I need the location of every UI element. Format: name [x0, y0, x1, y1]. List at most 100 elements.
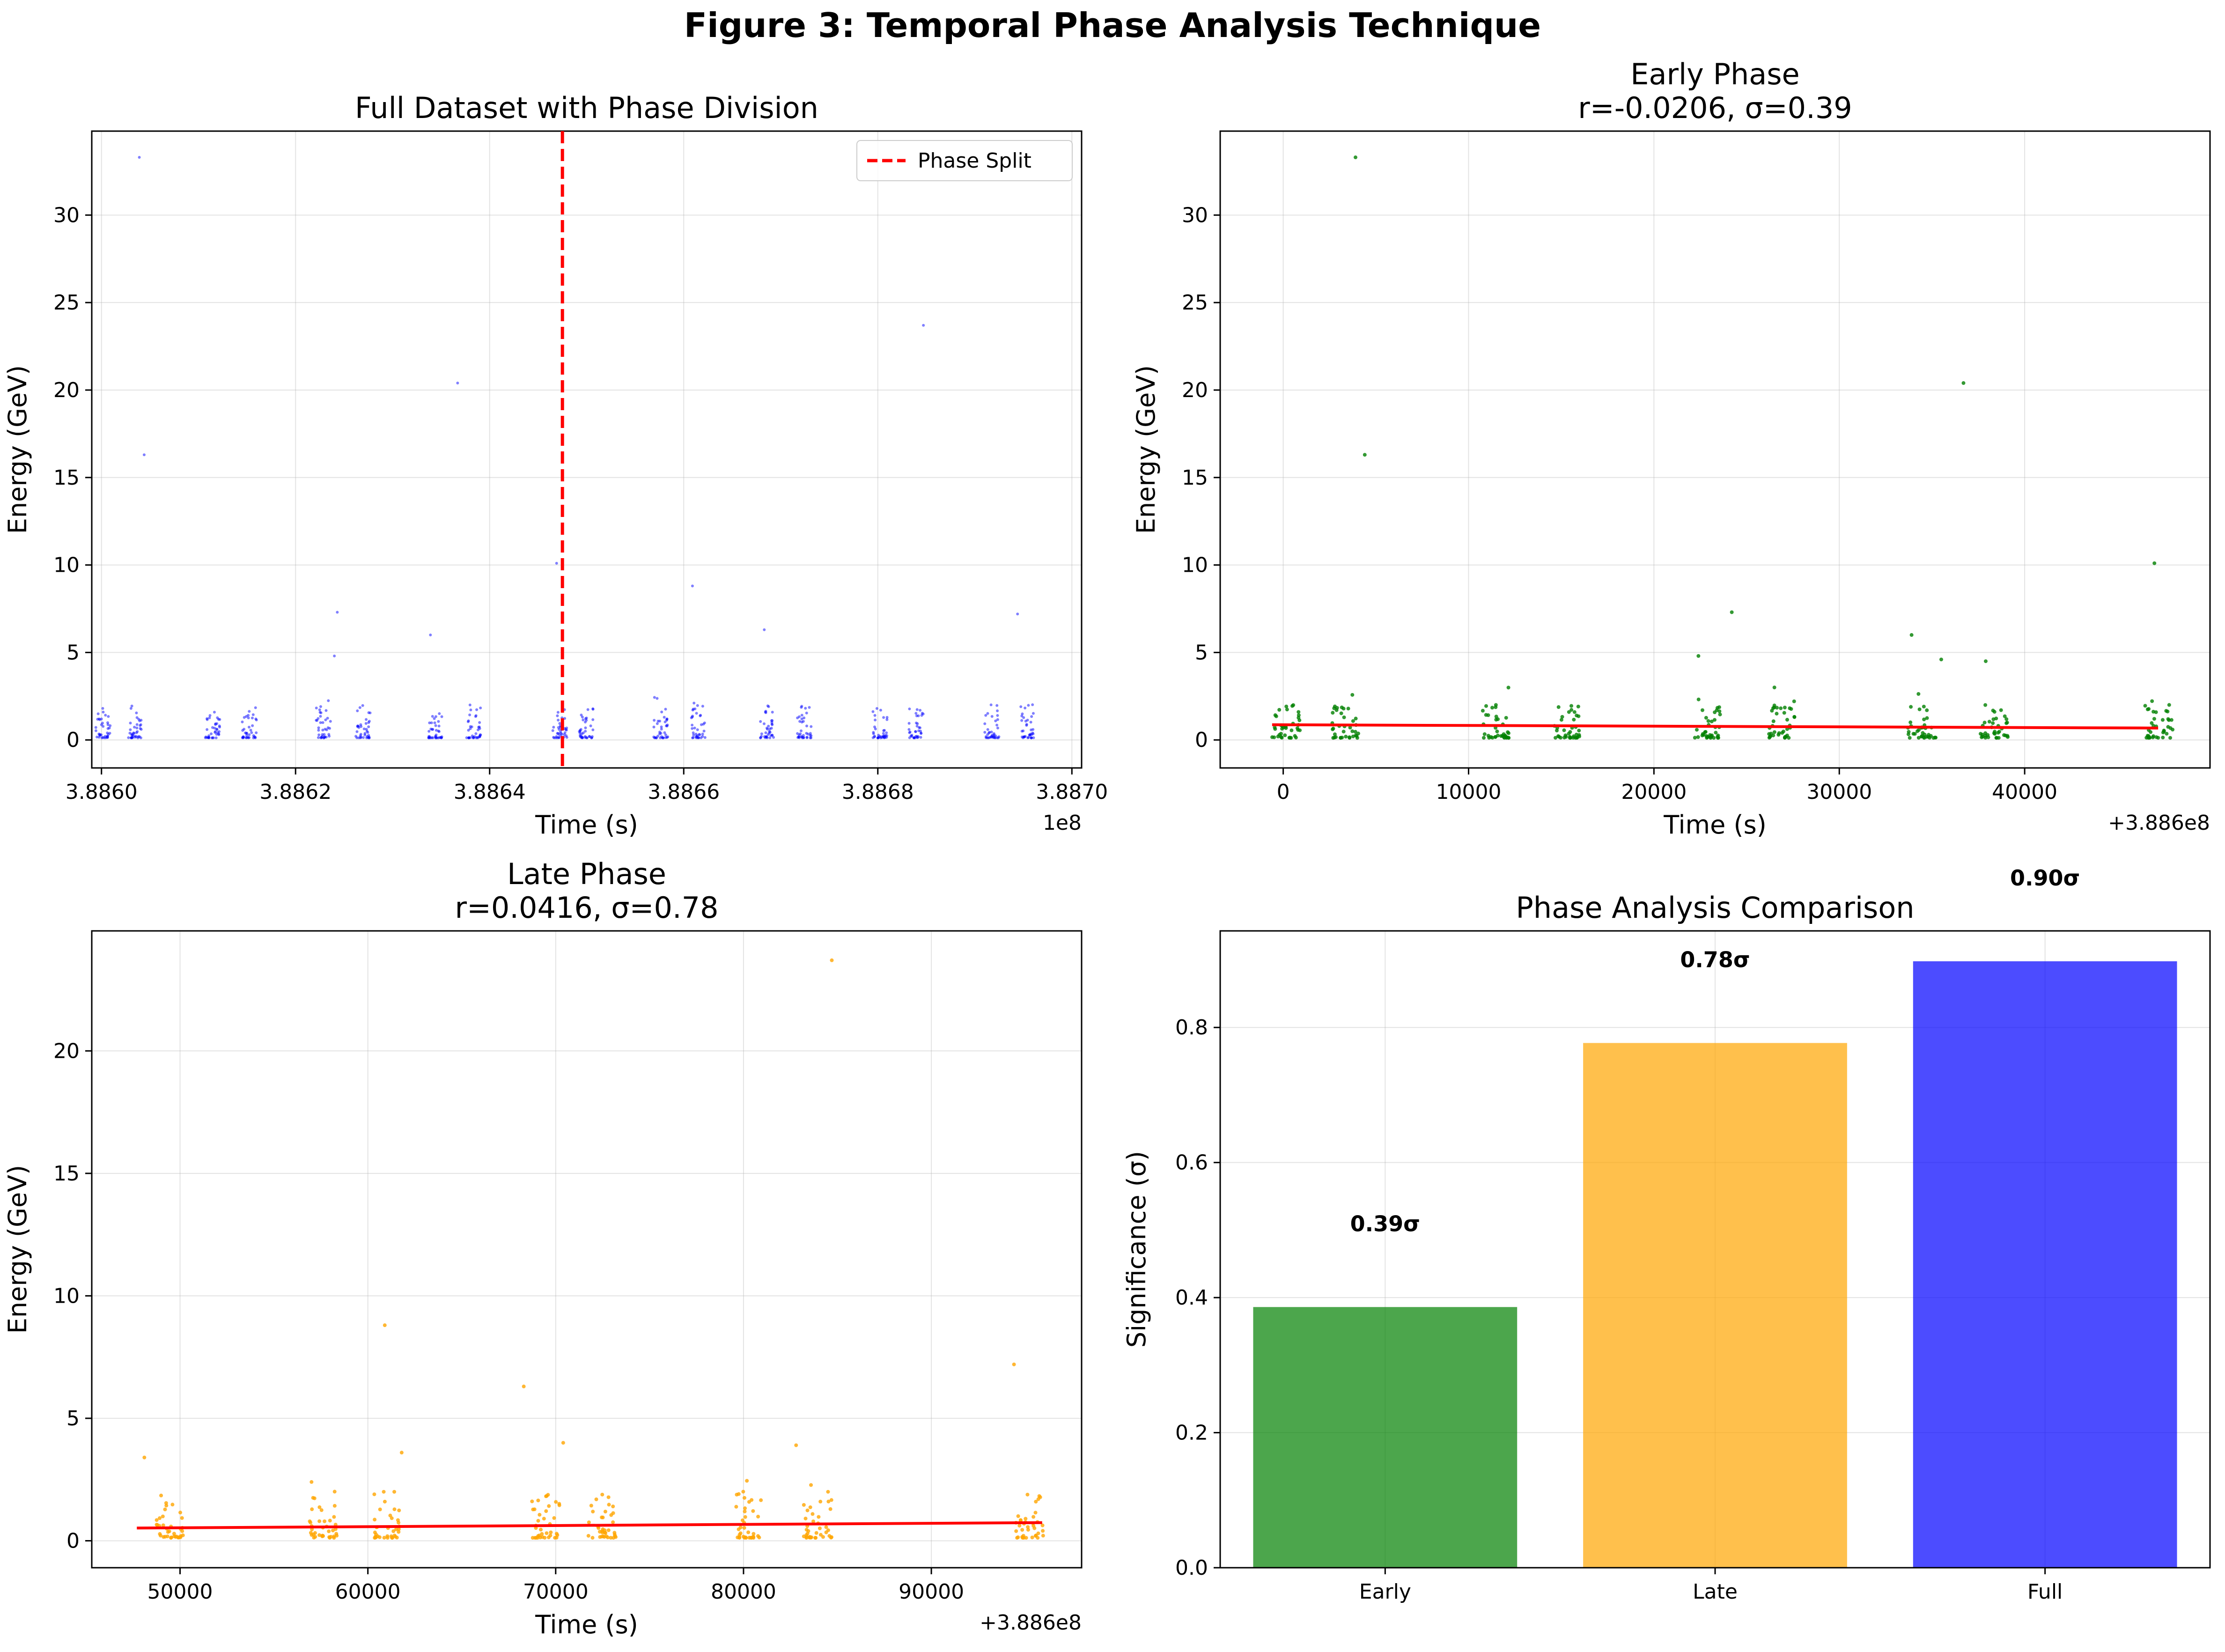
data-point [696, 704, 699, 707]
data-point [1696, 697, 1701, 701]
data-point [768, 730, 771, 733]
data-point [96, 712, 100, 715]
data-point [247, 716, 250, 720]
data-point [558, 722, 561, 725]
outlier-point [1939, 657, 1943, 662]
data-point [1921, 731, 1925, 735]
data-point [2165, 731, 2169, 736]
data-point [1022, 716, 1025, 719]
data-point [208, 714, 212, 717]
data-point [1560, 715, 1564, 719]
data-point [178, 1511, 183, 1515]
data-point [1037, 1494, 1041, 1498]
data-point [1978, 732, 1982, 736]
data-point [1575, 714, 1579, 718]
data-point [601, 1515, 605, 1519]
data-point [1783, 735, 1787, 739]
data-point [565, 734, 568, 738]
data-point [810, 725, 813, 728]
x-offset-label: +3.886e8 [980, 1611, 1082, 1635]
data-point [1036, 1497, 1040, 1501]
data-point [106, 723, 110, 726]
data-point [251, 724, 254, 727]
data-point [768, 727, 772, 730]
data-point [804, 1536, 809, 1540]
scatter-points [1270, 155, 2175, 740]
data-point [743, 1506, 747, 1511]
data-point [1569, 736, 1573, 740]
data-point [2002, 733, 2006, 737]
data-point [1350, 693, 1355, 697]
data-point [433, 721, 436, 724]
data-point [1925, 708, 1929, 712]
data-point [319, 711, 323, 715]
data-point [538, 1512, 542, 1517]
data-point [983, 722, 987, 725]
data-point [360, 725, 363, 728]
data-point [1351, 719, 1355, 723]
y-axis-label: Significance (σ) [1122, 1151, 1151, 1348]
data-point [433, 717, 436, 720]
x-tick-label: Full [2027, 1580, 2063, 1604]
data-point [598, 1530, 602, 1534]
outlier-point [1961, 381, 1966, 385]
data-point [996, 718, 999, 721]
data-point [1792, 699, 1796, 703]
data-point [1032, 1526, 1037, 1530]
data-point [545, 1494, 549, 1498]
data-point [1030, 736, 1033, 739]
outlier-point [456, 382, 459, 385]
x-tick-label: 20000 [1621, 780, 1687, 804]
data-point [872, 732, 875, 735]
data-point [1991, 717, 1996, 722]
data-point [1481, 736, 1486, 740]
data-point [1017, 1524, 1022, 1528]
data-point [254, 706, 257, 709]
data-point [1490, 706, 1495, 710]
data-point [254, 717, 258, 721]
data-point [1916, 692, 1921, 696]
data-point [1284, 704, 1289, 708]
data-point [1283, 733, 1287, 738]
x-tick-label: 10000 [1436, 780, 1501, 804]
data-point [474, 732, 478, 735]
y-tick-label: 5 [66, 641, 80, 664]
data-point [1014, 1529, 1018, 1533]
data-point [394, 1527, 398, 1531]
data-point [440, 735, 443, 738]
data-point [428, 721, 431, 724]
data-point [663, 731, 666, 734]
data-point [1713, 710, 1717, 715]
data-point [392, 1490, 397, 1494]
data-point [1767, 736, 1771, 740]
outlier-point [383, 1323, 387, 1328]
data-point [365, 718, 368, 721]
panel-title: Late Phase [507, 857, 666, 891]
data-point [579, 735, 582, 738]
data-point [311, 1496, 315, 1500]
y-tick-label: 10 [53, 553, 80, 577]
data-point [537, 1534, 541, 1538]
data-point [580, 713, 583, 716]
data-point [129, 728, 132, 731]
data-point [993, 736, 996, 739]
data-point [757, 1535, 761, 1540]
data-point [2166, 717, 2170, 721]
data-point [1991, 721, 1995, 725]
data-point [554, 1500, 558, 1504]
data-point [1350, 729, 1355, 733]
data-point [469, 708, 472, 712]
data-point [1704, 715, 1708, 720]
data-point [578, 730, 581, 733]
data-point [544, 1509, 548, 1513]
data-point [1024, 707, 1027, 710]
y-tick-label: 0 [66, 1529, 80, 1553]
data-point [996, 726, 999, 730]
data-point [875, 707, 878, 710]
data-point [1913, 732, 1917, 736]
data-point [997, 736, 1000, 739]
data-point [1917, 707, 1922, 711]
data-point [326, 716, 329, 720]
data-point [391, 1529, 396, 1534]
data-point [102, 725, 105, 728]
